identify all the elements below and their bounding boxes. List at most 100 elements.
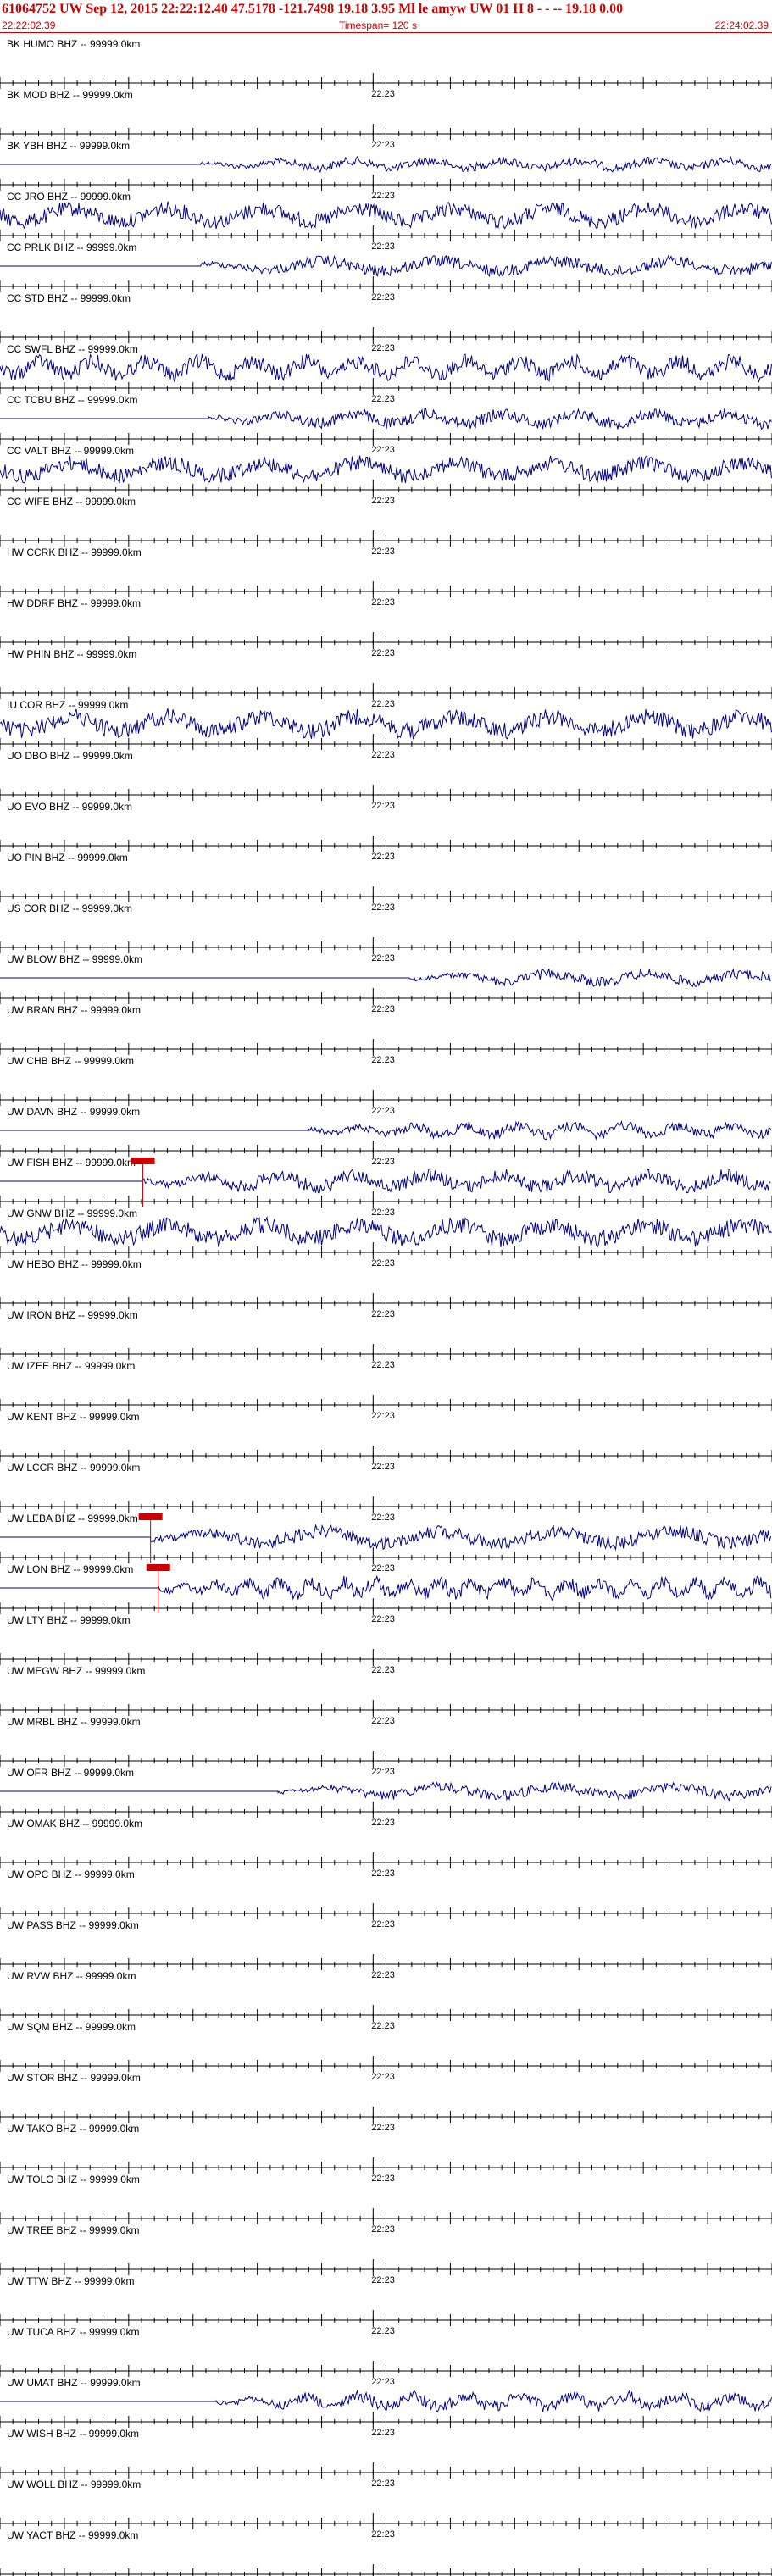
phase-pick-marker xyxy=(131,1158,155,1164)
station-label: UW OMAK BHZ -- 99999.0km xyxy=(7,1818,142,1829)
station-label: CC JRO BHZ -- 99999.0km xyxy=(7,191,131,203)
station-row: UW LCCR BHZ -- 99999.0km 22:23 xyxy=(0,1462,772,1523)
station-label: UW TUCA BHZ -- 99999.0km xyxy=(7,2326,139,2338)
station-row: HW PHIN BHZ -- 99999.0km 22:23 xyxy=(0,648,772,709)
station-row: UO PIN BHZ -- 99999.0km 22:23 xyxy=(0,852,772,913)
waveform-trace xyxy=(0,353,772,383)
station-row: UO EVO BHZ -- 99999.0km 22:23 xyxy=(0,801,772,862)
minute-tick-label: 22:23 xyxy=(371,1258,395,1269)
station-row: UW MRBL BHZ -- 99999.0km 22:23 xyxy=(0,1716,772,1777)
waveform-trace xyxy=(0,1781,772,1802)
minute-tick-label: 22:23 xyxy=(371,2428,395,2438)
station-label: CC VALT BHZ -- 99999.0km xyxy=(7,445,134,457)
station-label: UO DBO BHZ -- 99999.0km xyxy=(7,750,133,762)
station-label: UW FISH BHZ -- 99999.0km xyxy=(7,1157,136,1169)
station-label: UW DAVN BHZ -- 99999.0km xyxy=(7,1106,140,1118)
station-label: UW CHB BHZ -- 99999.0km xyxy=(7,1055,134,1067)
station-row: UW CHB BHZ -- 99999.0km 22:23 xyxy=(0,1055,772,1116)
station-label: UW KENT BHZ -- 99999.0km xyxy=(7,1411,139,1423)
station-label: UW UMAT BHZ -- 99999.0km xyxy=(7,2377,141,2389)
station-row: UW HEBO BHZ -- 99999.0km 22:23 xyxy=(0,1258,772,1319)
minute-tick-label: 22:23 xyxy=(371,394,395,404)
minute-tick-label: 22:23 xyxy=(371,1563,395,1574)
minute-tick-label: 22:23 xyxy=(371,1919,395,1929)
event-title: 61064752 UW Sep 12, 2015 22:22:12.40 47.… xyxy=(2,2,624,16)
station-row: UW LTY BHZ -- 99999.0km 22:23 xyxy=(0,1614,772,1675)
station-row: UW TOLO BHZ -- 99999.0km 22:23 xyxy=(0,2174,772,2235)
minute-tick-label: 22:23 xyxy=(371,1665,395,1675)
waveform-trace xyxy=(0,254,772,278)
minute-tick-label: 22:23 xyxy=(371,1868,395,1879)
station-row: HW CCRK BHZ -- 99999.0km 22:23 xyxy=(0,547,772,608)
minute-tick-label: 22:23 xyxy=(371,1970,395,1980)
station-label: UW SQM BHZ -- 99999.0km xyxy=(7,2021,136,2033)
station-row: HW DDRF BHZ -- 99999.0km 22:23 xyxy=(0,597,772,658)
station-row: UW IRON BHZ -- 99999.0km 22:23 xyxy=(0,1309,772,1370)
minute-tick-label: 22:23 xyxy=(371,1055,395,1065)
station-row: BK YBH BHZ -- 99999.0km 22:23 xyxy=(0,140,772,201)
station-label: UW YACT BHZ -- 99999.0km xyxy=(7,2529,138,2541)
minute-tick-label: 22:23 xyxy=(371,89,395,99)
waveform-trace xyxy=(0,201,772,230)
station-row: CC PRLK BHZ -- 99999.0km 22:23 xyxy=(0,242,772,303)
minute-tick-label: 22:23 xyxy=(371,292,395,303)
station-label: UW HEBO BHZ -- 99999.0km xyxy=(7,1258,142,1270)
station-label: UW RVW BHZ -- 99999.0km xyxy=(7,1970,136,1982)
minute-tick-label: 22:23 xyxy=(371,242,395,252)
station-row: CC STD BHZ -- 99999.0km 22:23 xyxy=(0,292,772,353)
station-row: BK HUMO BHZ -- 99999.0km 22:23 xyxy=(0,38,772,99)
station-row: UW KENT BHZ -- 99999.0km 22:23 xyxy=(0,1411,772,1472)
station-label: UW BRAN BHZ -- 99999.0km xyxy=(7,1004,141,1016)
minute-tick-label: 22:23 xyxy=(371,953,395,963)
station-row: UW WOLL BHZ -- 99999.0km 22:23 xyxy=(0,2479,772,2540)
minute-tick-label: 22:23 xyxy=(371,1004,395,1014)
station-label: UW LTY BHZ -- 99999.0km xyxy=(7,1614,131,1626)
station-label: UO PIN BHZ -- 99999.0km xyxy=(7,852,128,863)
waveform-trace xyxy=(0,1574,772,1602)
station-label: UW MRBL BHZ -- 99999.0km xyxy=(7,1716,141,1728)
minute-tick-label: 22:23 xyxy=(371,1106,395,1116)
minute-tick-label: 22:23 xyxy=(371,445,395,455)
station-row: UW SQM BHZ -- 99999.0km 22:23 xyxy=(0,2021,772,2082)
waveform-trace xyxy=(0,408,772,430)
phase-pick-marker xyxy=(138,1513,163,1520)
station-label: HW PHIN BHZ -- 99999.0km xyxy=(7,648,136,660)
station-label: UW IRON BHZ -- 99999.0km xyxy=(7,1309,138,1321)
station-row: UW TREE BHZ -- 99999.0km 22:23 xyxy=(0,2224,772,2285)
minute-tick-label: 22:23 xyxy=(371,597,395,608)
station-row: UW STOR BHZ -- 99999.0km 22:23 xyxy=(0,2072,772,2133)
station-label: HW CCRK BHZ -- 99999.0km xyxy=(7,547,142,558)
waveform-trace xyxy=(0,155,772,173)
minute-tick-label: 22:23 xyxy=(371,1411,395,1421)
station-row: UW MEGW BHZ -- 99999.0km 22:23 xyxy=(0,1665,772,1726)
minute-tick-label: 22:23 xyxy=(371,2275,395,2285)
minute-tick-label: 22:23 xyxy=(371,2529,395,2540)
minute-tick-label: 22:23 xyxy=(371,2479,395,2489)
station-row: UW FISH BHZ -- 99999.0km 22:23 xyxy=(0,1157,772,1218)
station-label: UW IZEE BHZ -- 99999.0km xyxy=(7,1360,135,1372)
waveform-trace xyxy=(0,1524,772,1552)
minute-tick-label: 22:23 xyxy=(371,852,395,862)
station-label: CC SWFL BHZ -- 99999.0km xyxy=(7,343,138,355)
station-row: CC SWFL BHZ -- 99999.0km 22:23 xyxy=(0,343,772,404)
station-row: UW PASS BHZ -- 99999.0km 22:23 xyxy=(0,1919,772,1980)
station-row: UW YACT BHZ -- 99999.0km 22:23 xyxy=(0,2529,772,2576)
station-label: BK MOD BHZ -- 99999.0km xyxy=(7,89,133,101)
station-label: UW TTW BHZ -- 99999.0km xyxy=(7,2275,134,2287)
minute-tick-label: 22:23 xyxy=(371,1360,395,1370)
waveform-trace xyxy=(0,455,772,484)
waveform-trace xyxy=(0,2389,772,2413)
station-label: IU COR BHZ -- 99999.0km xyxy=(7,699,128,711)
station-label: UW GNW BHZ -- 99999.0km xyxy=(7,1208,137,1219)
phase-pick-marker xyxy=(146,1564,170,1571)
station-label: UW STOR BHZ -- 99999.0km xyxy=(7,2072,141,2084)
minute-tick-label: 22:23 xyxy=(371,2224,395,2235)
minute-tick-label: 22:23 xyxy=(371,1767,395,1777)
waveform-trace xyxy=(0,708,772,740)
station-row: CC WIFE BHZ -- 99999.0km 22:23 xyxy=(0,496,772,557)
minute-tick-label: 22:23 xyxy=(371,140,395,150)
station-row: UW RVW BHZ -- 99999.0km 22:23 xyxy=(0,1970,772,2031)
station-row: UW LON BHZ -- 99999.0km 22:23 xyxy=(0,1563,772,1624)
station-row: UW GNW BHZ -- 99999.0km 22:23 xyxy=(0,1208,772,1269)
station-row: UW BLOW BHZ -- 99999.0km 22:23 xyxy=(0,953,772,1014)
